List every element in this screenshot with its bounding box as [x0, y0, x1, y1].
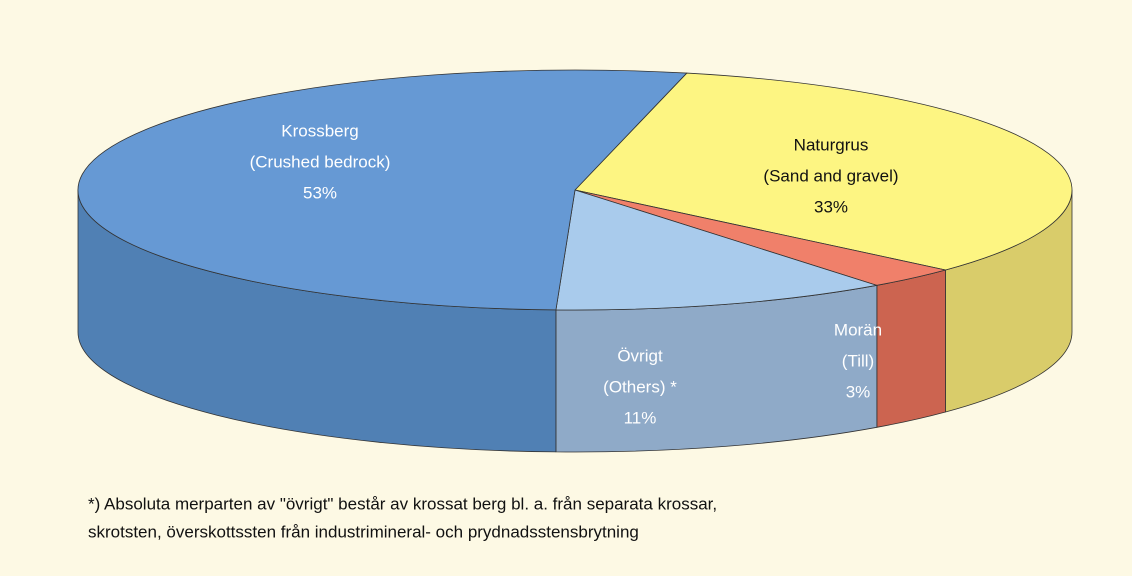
sides	[77, 189, 1073, 453]
slice-label: Morän	[834, 320, 882, 339]
value-label: 33%	[814, 197, 848, 216]
slice-top	[555, 189, 878, 311]
slice-label: (Till)	[842, 351, 874, 370]
slice-top	[77, 69, 688, 311]
slice-top	[574, 72, 1073, 271]
slice-label: Övrigt	[617, 346, 663, 365]
value-label: 11%	[624, 408, 657, 427]
value-label: 53%	[303, 183, 337, 202]
value-label: 3%	[846, 382, 871, 401]
slice-label: (Sand and gravel)	[763, 166, 898, 185]
footnote: *) Absoluta merparten av "övrigt" består…	[88, 494, 717, 513]
slice-side	[876, 269, 946, 428]
slice-label: (Others) *	[603, 377, 677, 396]
footnote: skrotsten, överskottssten från industrim…	[88, 522, 639, 541]
slice-label: Naturgrus	[794, 135, 869, 154]
slice-label: (Crushed bedrock)	[250, 152, 391, 171]
slice-label: Krossberg	[281, 121, 358, 140]
slice-side	[555, 284, 878, 453]
